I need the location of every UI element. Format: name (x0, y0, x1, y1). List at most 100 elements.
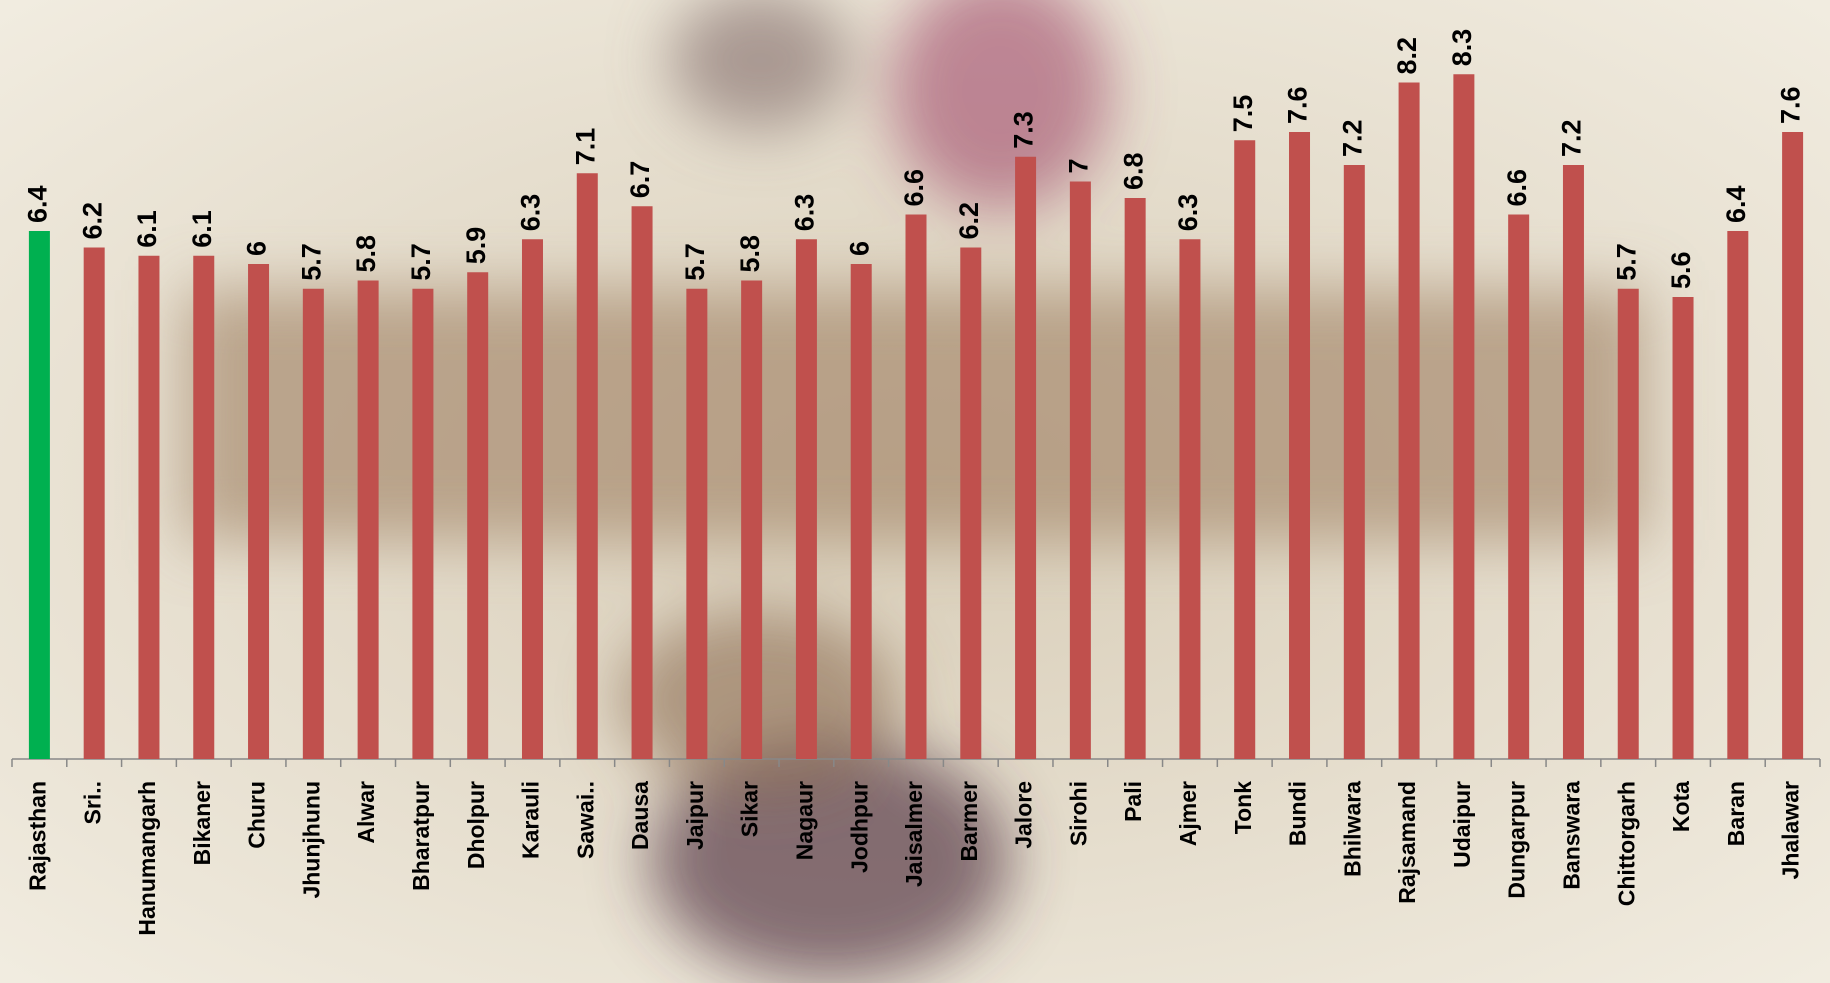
bar (1672, 297, 1694, 759)
bar (1343, 165, 1365, 759)
x-tick-label: Tonk (1230, 781, 1256, 834)
value-label: 6.3 (790, 194, 820, 232)
x-tick-label: Jodhpur (846, 781, 872, 873)
bar (467, 272, 489, 759)
x-tick-label: Jalore (1011, 781, 1037, 849)
x-tick-label: Banswara (1559, 781, 1585, 890)
value-label: 7.6 (1283, 86, 1313, 124)
bar (1453, 74, 1475, 759)
bar (193, 255, 215, 759)
x-tick-label: Alwar (353, 781, 379, 844)
bar (248, 264, 270, 759)
value-label: 6.1 (132, 210, 162, 248)
x-tick-label: Bhilwara (1339, 781, 1365, 877)
x-tick-label: Dausa (627, 781, 653, 850)
x-tick-label: Sawai.. (572, 781, 598, 859)
value-label: 5.7 (680, 243, 710, 281)
x-tick-label: Nagaur (792, 781, 818, 860)
bar (28, 231, 50, 759)
x-tick-label: Bundi (1285, 781, 1311, 846)
value-label: 6.1 (187, 210, 217, 248)
value-label: 7.3 (1009, 111, 1039, 149)
x-tick-label: Sri.. (79, 781, 105, 824)
bar (905, 214, 927, 759)
value-label: 8.3 (1447, 29, 1477, 67)
bar (521, 239, 543, 759)
value-label: 6.4 (23, 185, 53, 223)
value-label: 6.3 (1173, 194, 1203, 232)
value-label: 5.9 (461, 227, 491, 265)
value-label: 7.1 (570, 128, 600, 166)
x-tick-label: Ajmer (1175, 781, 1201, 846)
value-label: 6.3 (516, 194, 546, 232)
x-tick-label: Hanumangarh (134, 781, 160, 936)
bar (1727, 231, 1749, 759)
bar (1289, 132, 1311, 759)
bar (302, 288, 324, 759)
bar (138, 255, 160, 759)
value-label: 5.6 (1666, 251, 1696, 289)
value-label: 7.2 (1557, 119, 1587, 157)
value-label: 6.6 (899, 169, 929, 207)
x-tick-label: Chittorgarh (1613, 781, 1639, 906)
value-label: 6 (844, 241, 874, 256)
x-tick-label: Churu (244, 781, 270, 849)
x-tick-label: Kota (1668, 781, 1694, 832)
bar (576, 173, 598, 759)
bar (1015, 156, 1037, 759)
bar (631, 206, 653, 759)
bar (1617, 288, 1639, 759)
value-label: 5.8 (735, 235, 765, 273)
bar (1179, 239, 1201, 759)
value-label: 8.2 (1392, 37, 1422, 75)
value-label: 6.7 (625, 161, 655, 199)
x-tick-label: Dholpur (463, 781, 489, 869)
value-label: 7 (1063, 158, 1093, 173)
bar (686, 288, 708, 759)
bar (850, 264, 872, 759)
bar (795, 239, 817, 759)
bar (1234, 140, 1256, 759)
bar (1782, 132, 1804, 759)
value-label: 5.7 (406, 243, 436, 281)
x-tick-label: Jaipur (682, 781, 708, 850)
value-label: 7.2 (1337, 119, 1367, 157)
value-label: 7.5 (1228, 95, 1258, 133)
x-tick-label: Jhalawar (1778, 781, 1804, 879)
x-tick-label: Rajsamand (1394, 781, 1420, 904)
value-label: 6.2 (954, 202, 984, 240)
x-tick-label: Baran (1723, 781, 1749, 846)
x-tick-label: Bikaner (189, 781, 215, 865)
value-label: 6.2 (77, 202, 107, 240)
x-tick-label: Sirohi (1065, 781, 1091, 846)
bar (741, 280, 763, 759)
bar (1124, 198, 1146, 759)
x-tick-label: Karauli (518, 781, 544, 859)
bar (1562, 165, 1584, 759)
bar (1508, 214, 1530, 759)
x-tick-label: Rajasthan (24, 781, 50, 891)
x-tick-label: Sikar (737, 781, 763, 837)
value-label: 5.8 (351, 235, 381, 273)
bar (412, 288, 434, 759)
value-label: 6 (242, 241, 272, 256)
value-label: 6.4 (1721, 185, 1751, 223)
x-tick-label: Jaisalmer (901, 781, 927, 887)
bar (357, 280, 379, 759)
bar (960, 247, 982, 759)
value-label: 6.8 (1118, 152, 1148, 190)
value-label: 5.7 (296, 243, 326, 281)
x-tick-label: Pali (1120, 781, 1146, 822)
x-tick-label: Udaipur (1449, 781, 1475, 868)
value-label: 5.7 (1611, 243, 1641, 281)
value-label: 6.6 (1502, 169, 1532, 207)
bar (1069, 181, 1091, 759)
bar (1398, 82, 1420, 759)
x-tick-label: Barmer (956, 781, 982, 862)
x-tick-label: Dungarpur (1504, 781, 1530, 899)
x-tick-label: Jhunjhunu (298, 781, 324, 899)
x-tick-label: Bharatpur (408, 781, 434, 891)
bar (83, 247, 105, 759)
